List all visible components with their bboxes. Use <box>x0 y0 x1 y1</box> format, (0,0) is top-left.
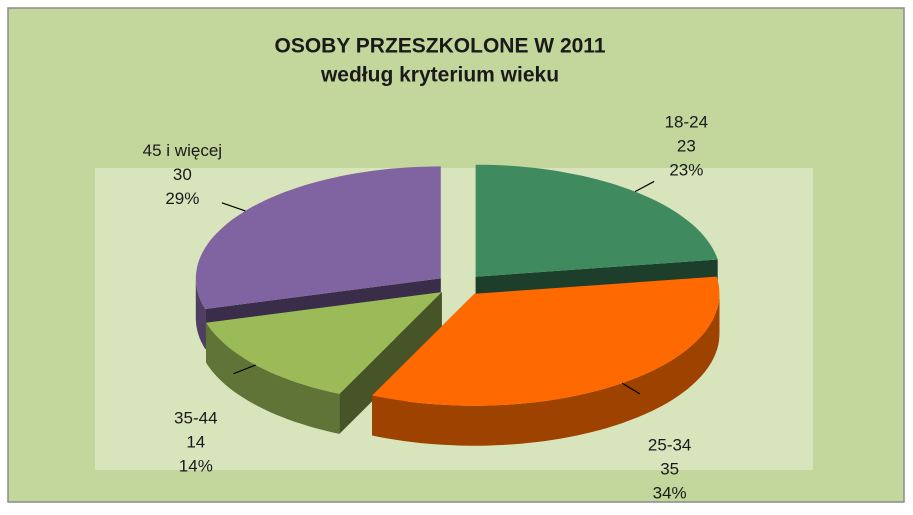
data-label-category: 35-44 <box>174 409 217 428</box>
leader-line <box>233 364 256 375</box>
leader-line <box>221 202 246 212</box>
data-label-percent: 29% <box>165 189 199 208</box>
leader-line <box>621 382 641 395</box>
slice-top <box>206 292 442 394</box>
slice <box>206 292 442 434</box>
slice <box>372 276 720 446</box>
data-label-category: 25-34 <box>648 435 691 454</box>
data-label-category: 18-24 <box>665 113 708 132</box>
data-label-value: 30 <box>173 165 192 184</box>
slice-top <box>372 276 720 406</box>
data-label-percent: 23% <box>669 161 703 180</box>
slice-side <box>195 278 206 349</box>
chart-title: OSOBY PRZESZKOLONE W 2011 <box>274 35 605 58</box>
slice-side <box>206 322 340 434</box>
chart-subtitle: według kryterium wieku <box>320 64 559 87</box>
leader-line <box>634 180 655 193</box>
data-label-category: 45 i więcej <box>143 141 222 160</box>
data-label-value: 35 <box>660 459 679 478</box>
slice-top <box>475 164 718 277</box>
data-label-value: 14 <box>186 433 205 452</box>
data-label-percent: 34% <box>653 483 687 502</box>
slice-side <box>372 293 720 446</box>
data-label-percent: 14% <box>179 457 213 476</box>
slice-top <box>195 166 441 309</box>
data-label-value: 23 <box>677 137 696 156</box>
